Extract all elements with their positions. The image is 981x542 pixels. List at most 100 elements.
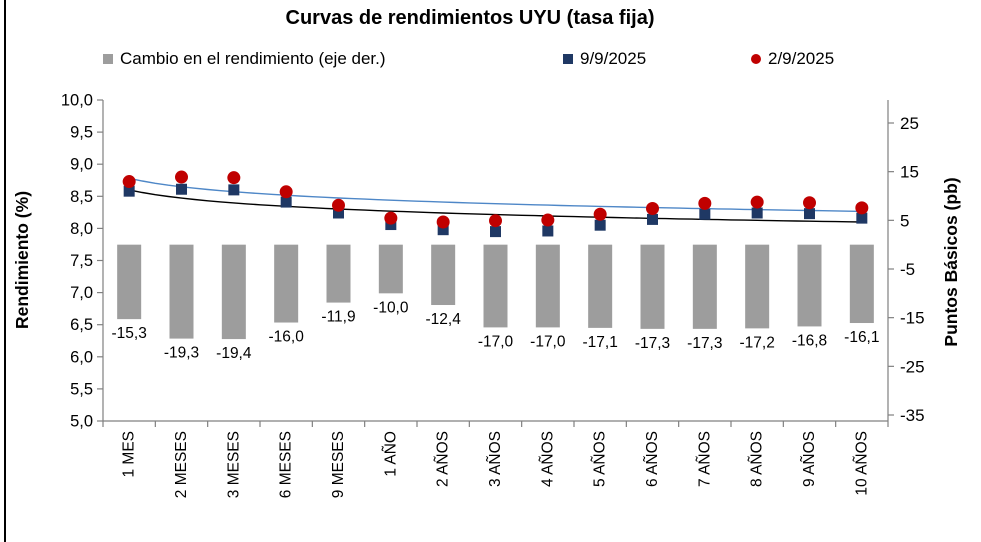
bar <box>117 244 142 320</box>
bar <box>221 244 246 340</box>
x-category-label: 4 AÑOS <box>539 431 556 487</box>
marker-square-9-9-2025 <box>437 224 449 236</box>
x-category-label: 1 AÑO <box>382 431 399 477</box>
marker-circle-2-9-2025 <box>384 211 398 225</box>
right-axis-tick-label: -35 <box>900 406 925 425</box>
chart-title: Curvas de rendimientos UYU (tasa fija) <box>285 7 655 29</box>
left-axis-tick-label: 7,5 <box>70 252 93 270</box>
left-axis-tick-label: 9,0 <box>70 156 93 174</box>
left-axis-tick-label: 5,0 <box>70 413 93 431</box>
marker-square-9-9-2025 <box>123 185 135 197</box>
marker-square-9-9-2025 <box>751 207 763 219</box>
marker-square-9-9-2025 <box>542 225 554 237</box>
left-axis-tick-label: 9,5 <box>70 124 93 142</box>
bar-value-label: -16,8 <box>792 332 827 349</box>
marker-circle-2-9-2025 <box>593 207 607 221</box>
right-axis-tick-label: 5 <box>900 211 909 230</box>
marker-circle-2-9-2025 <box>332 198 345 212</box>
bar-series-swatch-icon <box>103 54 113 64</box>
x-category-label: 7 AÑOS <box>696 431 713 487</box>
bar <box>169 244 194 339</box>
bar-value-label: -17,1 <box>582 334 617 351</box>
marker-square-9-9-2025 <box>856 212 868 224</box>
x-category-label: 5 AÑOS <box>592 431 609 487</box>
marker-square-9-9-2025 <box>228 184 240 196</box>
bar <box>849 244 874 324</box>
marker-circle-2-9-2025 <box>279 185 293 199</box>
bar-value-label: -17,3 <box>635 335 670 352</box>
bar-value-label: -19,4 <box>216 345 252 362</box>
left-axis-tick-label: 8,0 <box>70 220 93 238</box>
left-axis-tick-label: 6,5 <box>70 316 93 334</box>
bar <box>483 244 508 328</box>
bar-value-label: -11,9 <box>321 309 355 326</box>
marker-square-9-9-2025 <box>594 219 606 231</box>
bar-value-label: -17,3 <box>687 335 722 352</box>
bar <box>640 244 665 329</box>
bar <box>326 244 351 303</box>
right-axis-tick-label: -15 <box>900 309 925 328</box>
x-category-label: 9 MESES <box>330 431 347 498</box>
legend-label-cambio: Cambio en el rendimiento (eje der.) <box>120 49 386 68</box>
bar <box>797 244 822 327</box>
x-category-label: 2 MESES <box>173 431 190 498</box>
marker-circle-2-9-2025 <box>646 201 659 215</box>
x-category-label: 3 MESES <box>225 431 242 498</box>
x-category-label: 6 MESES <box>278 431 295 498</box>
bar-value-label: -17,2 <box>739 334 774 351</box>
marker-circle-2-9-2025 <box>122 175 136 189</box>
marker-square-9-9-2025 <box>490 226 501 238</box>
left-axis-tick-label: 6,0 <box>70 348 93 366</box>
marker-square-9-9-2025 <box>280 196 292 208</box>
circle-series-swatch-icon <box>751 54 761 64</box>
marker-circle-2-9-2025 <box>803 196 816 210</box>
marker-circle-2-9-2025 <box>436 215 450 229</box>
square-series-swatch-icon <box>563 54 573 64</box>
legend-label-2-9-2025: 2/9/2025 <box>768 49 835 68</box>
bar <box>378 244 403 294</box>
x-category-label: 2 AÑOS <box>435 431 452 487</box>
x-category-label: 9 AÑOS <box>801 431 818 487</box>
left-axis-tick-label: 8,5 <box>70 188 93 206</box>
right-axis-tick-label: -25 <box>900 357 925 376</box>
legend-label-9-9-2025: 9/9/2025 <box>580 49 647 68</box>
marker-circle-2-9-2025 <box>698 196 712 210</box>
bar-value-label: -19,3 <box>164 345 199 362</box>
bar-value-label: -12,4 <box>425 311 461 328</box>
marker-circle-2-9-2025 <box>541 213 555 227</box>
marker-square-9-9-2025 <box>176 183 187 195</box>
x-category-label: 8 AÑOS <box>749 431 766 487</box>
marker-circle-2-9-2025 <box>489 214 502 228</box>
bar-value-label: -10,0 <box>373 299 409 316</box>
bar-value-label: -15,3 <box>111 325 146 342</box>
bar-value-label: -16,1 <box>844 329 879 346</box>
bar <box>745 244 770 329</box>
trendline-2-9-2025 <box>129 177 862 213</box>
right-axis-tick-label: 15 <box>900 163 919 182</box>
right-axis-title: Puntos Básicos (pb) <box>941 177 961 346</box>
marker-circle-2-9-2025 <box>175 170 188 184</box>
x-category-label: 3 AÑOS <box>487 431 504 487</box>
bar-value-label: -17,0 <box>530 333 566 350</box>
left-axis-tick-label: 5,5 <box>70 380 93 398</box>
marker-square-9-9-2025 <box>333 207 344 219</box>
bar <box>588 244 613 328</box>
right-axis-tick-label: 25 <box>900 114 919 133</box>
marker-circle-2-9-2025 <box>227 171 241 185</box>
marker-circle-2-9-2025 <box>750 195 764 209</box>
bar <box>274 244 299 323</box>
right-axis-tick-label: -5 <box>900 260 915 279</box>
x-category-label: 6 AÑOS <box>644 431 661 487</box>
marker-circle-2-9-2025 <box>855 201 869 215</box>
bar-value-label: -17,0 <box>478 333 514 350</box>
legend-item-9-9-2025: 9/9/2025 <box>563 49 646 69</box>
bar <box>431 244 456 306</box>
marker-square-9-9-2025 <box>647 213 658 225</box>
legend-item-2-9-2025: 2/9/2025 <box>751 49 834 69</box>
left-axis-tick-label: 10,0 <box>61 92 93 110</box>
x-category-label: 1 MES <box>121 431 138 478</box>
left-border-line <box>4 0 6 542</box>
bar-value-label: -16,0 <box>268 329 304 346</box>
